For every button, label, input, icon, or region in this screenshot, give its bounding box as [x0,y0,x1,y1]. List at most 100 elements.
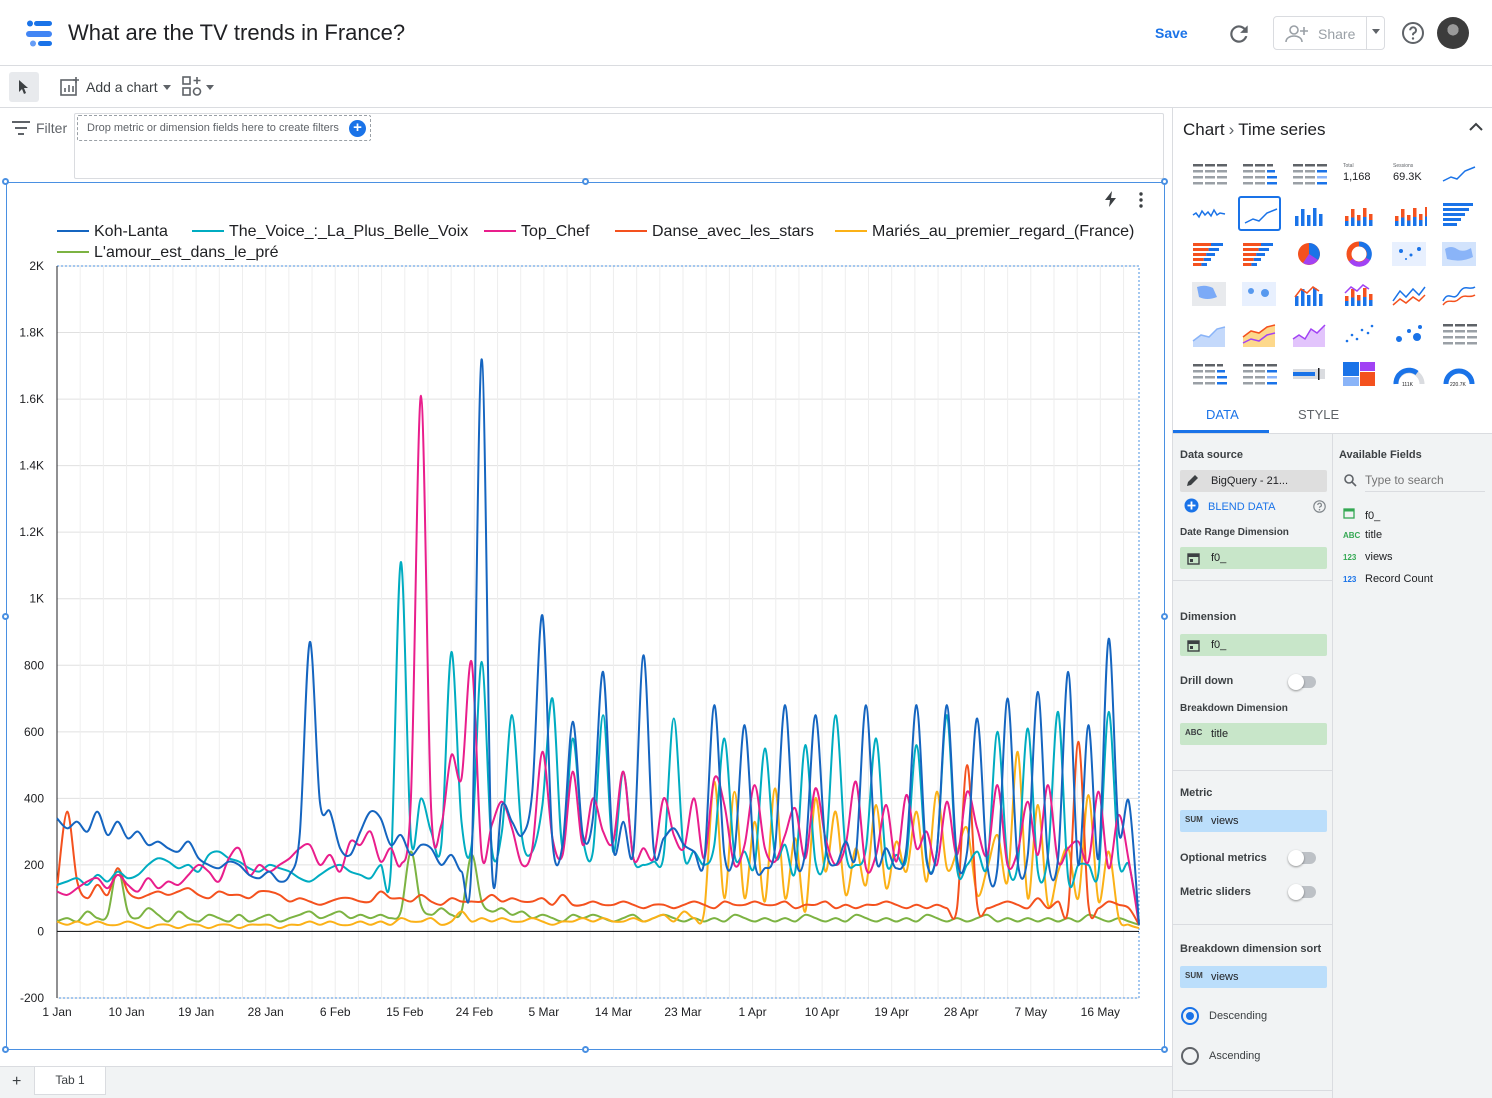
metric-chip[interactable]: SUM views [1180,810,1327,832]
add-filter-icon[interactable]: + [349,120,366,137]
series-line-koh-lanta[interactable] [56,358,1140,925]
sparkline-icon[interactable] [1438,156,1481,191]
metric-sliders-toggle[interactable] [1288,884,1316,900]
stacked-area-icon[interactable] [1238,316,1281,351]
scatter-chart-icon[interactable] [1338,316,1381,351]
gauge-icon[interactable]: 111K [1388,356,1431,391]
stacked-bar-icon[interactable] [1188,236,1231,271]
bar-chart-icon[interactable] [1438,196,1481,231]
resize-handle-bottom[interactable] [582,1046,589,1053]
share-dropdown-caret-icon[interactable] [1372,29,1380,34]
stacked-100-area-icon[interactable] [1288,316,1331,351]
pivot-table-icon[interactable] [1438,316,1481,351]
donut-chart-icon[interactable] [1338,236,1381,271]
legend-item[interactable]: L'amour_est_dans_le_pré [57,244,279,261]
drill-down-toggle[interactable] [1288,674,1316,690]
stacked-combo-icon[interactable] [1338,276,1381,311]
chevron-up-icon[interactable] [1469,122,1483,132]
stacked-100-bar-icon[interactable] [1238,236,1281,271]
pie-chart-icon[interactable] [1288,236,1331,271]
available-field-name: Record Count [1365,573,1433,585]
dimension-chip[interactable]: f0_ [1180,634,1327,656]
available-field-item[interactable]: ABC title [1343,529,1382,541]
table-heatmap-icon[interactable] [1288,156,1331,191]
legend-item[interactable]: Mariés_au_premier_regard_(France) [835,223,1134,240]
date-range-dimension-chip[interactable]: f0_ [1180,547,1327,569]
help-icon[interactable] [1401,21,1425,45]
scorecard-total-icon[interactable]: Total 1,168 [1338,156,1381,191]
tab-style[interactable]: STYLE [1298,407,1340,422]
chart-interactions-icon[interactable] [1104,191,1118,207]
report-title[interactable]: What are the TV trends in France? [68,20,406,45]
scorecard-sessions-icon[interactable]: Sessions 69.3K [1388,156,1431,191]
series-line-the-voice-la-plus-belle-voix[interactable] [56,561,1140,922]
time-series-sparkline-icon[interactable] [1188,196,1231,231]
resize-handle-top-left[interactable] [2,178,9,185]
google-map-icon[interactable] [1438,236,1481,271]
bullet-chart-icon[interactable] [1288,356,1331,391]
help-circle-icon[interactable] [1313,500,1326,513]
table-bars-icon[interactable] [1238,156,1281,191]
legend-item[interactable]: Top_Chef [484,223,590,240]
combo-chart-icon[interactable] [1288,276,1331,311]
dimension-value: f0_ [1211,639,1227,651]
sort-ascending-radio[interactable] [1181,1047,1199,1065]
resize-handle-top[interactable] [582,178,589,185]
pivot-bars-icon[interactable] [1188,356,1231,391]
filter-drop-zone[interactable]: Drop metric or dimension fields here to … [77,115,371,141]
optional-metrics-toggle[interactable] [1288,850,1316,866]
bubble-map-icon[interactable] [1238,276,1281,311]
legend-item[interactable]: The_Voice_:_La_Plus_Belle_Voix [192,223,468,240]
resize-handle-left[interactable] [2,613,9,620]
tab-1[interactable]: Tab 1 [34,1067,106,1095]
line-chart-icon[interactable] [1388,276,1431,311]
refresh-icon[interactable] [1226,21,1252,47]
data-source-chip[interactable]: BigQuery - 21... [1180,470,1327,492]
tab-data[interactable]: DATA [1206,407,1239,422]
edit-pencil-icon[interactable] [1186,474,1199,487]
metric-aggregation[interactable]: SUM [1185,815,1203,824]
resize-handle-bottom-right[interactable] [1161,1046,1168,1053]
series-line-danse-avec-les-stars[interactable] [56,740,1140,926]
time-series-icon[interactable] [1238,196,1281,231]
legend-item[interactable]: Koh-Lanta [57,223,168,240]
available-field-item[interactable]: f0_ [1343,507,1380,522]
stacked-100-column-icon[interactable] [1388,196,1431,231]
geo-map-icon[interactable] [1388,236,1431,271]
filled-map-icon[interactable] [1188,276,1231,311]
legend-item[interactable]: Danse_avec_les_stars [615,223,814,240]
resize-handle-top-right[interactable] [1161,178,1168,185]
resize-handle-right[interactable] [1161,613,1168,620]
breakdown-sort-chip[interactable]: SUM views [1180,966,1327,988]
gauge-progress-icon[interactable]: 220.7K [1438,356,1481,391]
available-field-item[interactable]: 123 Record Count [1343,573,1433,585]
data-studio-logo-icon[interactable] [24,20,56,48]
field-search-input[interactable] [1365,468,1485,492]
resize-handle-bottom-left[interactable] [2,1046,9,1053]
blend-data-plus-icon[interactable] [1184,498,1199,513]
avatar[interactable] [1437,17,1469,49]
sort-aggregation[interactable]: SUM [1185,971,1203,980]
share-button[interactable]: Share [1273,16,1385,50]
more-options-icon[interactable] [1138,192,1144,208]
bubble-chart-icon[interactable] [1388,316,1431,351]
treemap-icon[interactable] [1338,356,1381,391]
available-field-item[interactable]: 123 views [1343,551,1393,563]
filter-area[interactable] [74,113,1164,179]
sort-descending-radio[interactable] [1181,1007,1199,1025]
table-icon[interactable] [1188,156,1231,191]
select-tool-button[interactable] [9,72,39,102]
area-chart-icon[interactable] [1188,316,1231,351]
add-page-button[interactable]: + [12,1073,22,1090]
time-series-chart[interactable]: -200 0 200 400 600 800 1K 1.2K 1.4K 1.6K 1.8K 2K 1 J… [0,182,1172,1066]
breadcrumb-chart[interactable]: Chart [1183,120,1225,139]
breakdown-dimension-chip[interactable]: ABC title [1180,723,1327,745]
smoothed-line-icon[interactable] [1438,276,1481,311]
stacked-column-icon[interactable] [1338,196,1381,231]
pivot-heatmap-icon[interactable] [1238,356,1281,391]
blend-data-button[interactable]: BLEND DATA [1208,501,1276,513]
series-line-mari-s-au-premier-regard-france-[interactable] [56,750,1140,930]
column-chart-icon[interactable] [1288,196,1331,231]
save-button[interactable]: Save [1155,25,1188,41]
series-line-l-amour-est-dans-le-pr-[interactable] [56,850,1140,926]
